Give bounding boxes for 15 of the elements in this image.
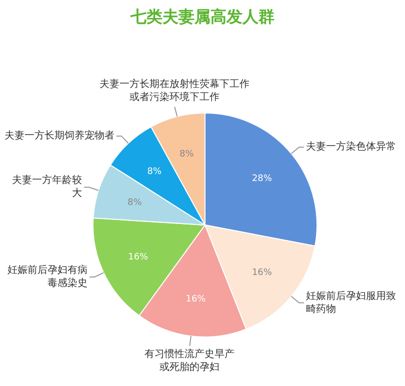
data-label: 16% [186, 294, 206, 304]
slice-label: 有习惯性流产史早产或死胎的孕妇 [144, 348, 235, 374]
data-label: 8% [128, 198, 142, 208]
data-label: 16% [128, 252, 149, 262]
slice-label: 夫妻一方长期饲养宠物者 [3, 130, 114, 143]
chart-title: 七类夫妻属高发人群 [130, 7, 274, 26]
slice-label: 妊娠前后孕妇有病毒感染史 [6, 264, 88, 290]
data-label: 16% [252, 268, 272, 278]
data-label: 8% [147, 167, 162, 178]
data-label: 28% [252, 174, 272, 184]
slice-label: 夫妻一方染色体异常 [306, 140, 397, 154]
data-label: 8% [179, 149, 194, 160]
slice-label: 夫妻一方年龄较大 [10, 174, 82, 200]
slice-label: 妊娠前后孕妇服用致畸药物 [306, 290, 397, 316]
slice-label: 夫妻一方长期在放射性荧幕下工作或者污染环境下工作 [100, 78, 250, 104]
